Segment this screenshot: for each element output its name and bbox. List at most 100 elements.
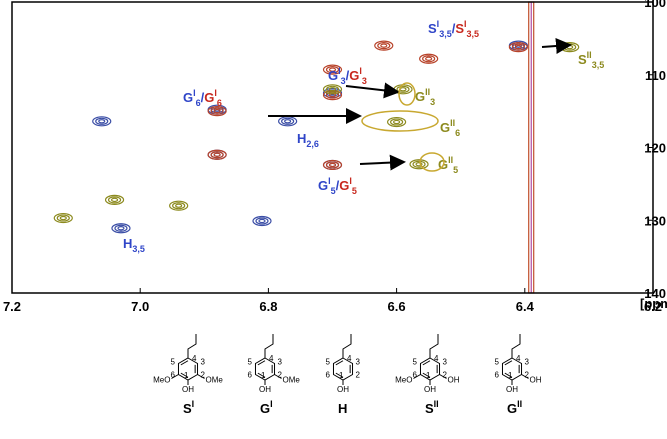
- bond: [274, 374, 282, 379]
- peak-contour: [258, 218, 266, 224]
- ring-number: 4: [434, 354, 439, 363]
- ring-number: 4: [192, 354, 197, 363]
- substituent: OMe: [206, 376, 224, 385]
- peak-contour: [213, 108, 221, 114]
- peak: [560, 42, 580, 53]
- peak-contour: [514, 44, 522, 50]
- peak-contour: [111, 223, 131, 234]
- peak: [409, 159, 429, 170]
- peak-contour: [425, 56, 433, 61]
- annotation-part: 6: [455, 128, 460, 138]
- ring-number: 6: [412, 371, 417, 380]
- ring-number: 2: [443, 371, 448, 380]
- annotation-part: G: [440, 120, 450, 135]
- peak-contour: [511, 43, 525, 51]
- peak-contour: [53, 212, 73, 224]
- ring-number: 2: [525, 371, 530, 380]
- annotation: H3,5: [123, 236, 145, 254]
- structure-label-part: S: [425, 401, 434, 416]
- peak-contour: [412, 160, 426, 168]
- double-bond: [504, 360, 513, 366]
- peak-contour: [328, 87, 337, 92]
- annotation-part: G: [349, 68, 359, 83]
- annotation-part: G: [183, 90, 193, 105]
- annotation-part: II: [425, 87, 430, 97]
- substituent: OH: [506, 385, 518, 394]
- propyl-chain: [429, 334, 439, 358]
- structure-label-part: II: [517, 399, 522, 409]
- ring-number: 6: [170, 371, 175, 380]
- double-bond: [422, 372, 431, 378]
- x-tick-label: 6.8: [259, 299, 277, 314]
- peak: [92, 116, 112, 127]
- peak-contour: [169, 200, 189, 211]
- bond: [521, 374, 529, 379]
- annotation-part: /: [452, 21, 456, 36]
- peak-contour: [387, 116, 407, 128]
- annotation-part: I: [464, 19, 467, 29]
- substituent: OH: [337, 385, 349, 394]
- propyl-chain: [342, 334, 352, 358]
- annotation-part: G: [318, 178, 328, 193]
- double-bond: [257, 372, 266, 378]
- ring-number: 5: [494, 358, 499, 367]
- ring-number: 6: [247, 371, 252, 380]
- ring-number: 1: [339, 371, 344, 380]
- annotation-part: I: [193, 88, 196, 98]
- ring-number: 2: [201, 371, 206, 380]
- peak-contour: [59, 215, 67, 221]
- y-tick-label: 140: [644, 286, 666, 301]
- peak-contour: [322, 159, 343, 171]
- peak-contour: [422, 55, 436, 63]
- peak-contour: [377, 42, 391, 50]
- propyl-chain: [511, 334, 521, 358]
- structure-label: GII: [507, 399, 522, 416]
- annotation-part: /: [346, 68, 350, 83]
- peak-contour: [114, 224, 128, 232]
- peak-contour: [207, 149, 227, 160]
- plot-area: 7.27.06.86.66.46.2100110120130140[ppm]SI…: [3, 0, 667, 314]
- annotation-part: G: [204, 90, 214, 105]
- peak-contour: [374, 40, 394, 51]
- peak-contour: [110, 197, 119, 203]
- peak-contour: [393, 119, 401, 125]
- annotation: SII3,5: [578, 50, 604, 70]
- y-tick-label: 130: [644, 213, 666, 228]
- peak-contour: [281, 117, 295, 125]
- ring-number: 3: [201, 358, 206, 367]
- annotation-part: 3,5: [467, 29, 480, 39]
- annotation-part: G: [328, 68, 338, 83]
- ring-number: 1: [184, 371, 189, 380]
- peak-contour: [409, 159, 429, 170]
- double-bond: [335, 360, 344, 366]
- ring-number: 4: [347, 354, 352, 363]
- peak: [508, 42, 528, 53]
- peak: [322, 64, 343, 75]
- annotation-part: I: [349, 176, 352, 186]
- peak-contour: [213, 152, 221, 157]
- peak-contour: [207, 106, 227, 117]
- peak-contour: [95, 117, 109, 125]
- annotation-part: I: [328, 176, 331, 186]
- annotation-part: II: [587, 50, 592, 60]
- peak: [419, 53, 439, 64]
- peak-contour: [322, 87, 343, 99]
- annotation-part: II: [450, 118, 455, 128]
- annotation: GI5/GI5: [318, 176, 357, 196]
- annotation-part: 6: [196, 98, 201, 108]
- substituent: OH: [448, 376, 460, 385]
- y-tick-label: 110: [645, 68, 666, 83]
- structure-label-part: S: [183, 401, 192, 416]
- x-tick-label: 7.2: [3, 299, 21, 314]
- double-bond: [180, 372, 189, 378]
- annotation-part: 3: [341, 76, 346, 86]
- annotation-part: S: [578, 52, 587, 67]
- peak-contour: [328, 67, 337, 72]
- substituent: OH: [182, 385, 194, 394]
- arrow: [541, 38, 572, 54]
- peak-contour: [92, 116, 112, 127]
- x-tick-label: 7.0: [131, 299, 149, 314]
- ring-number: 3: [278, 358, 283, 367]
